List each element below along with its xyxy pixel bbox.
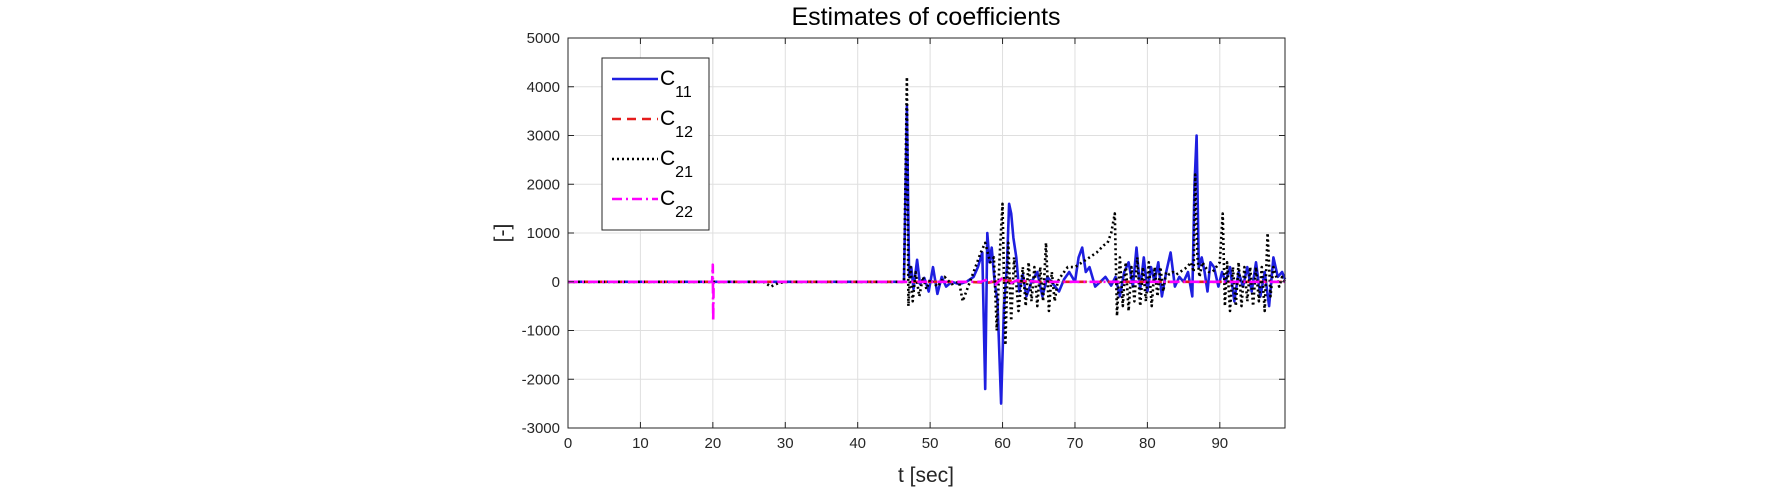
x-tick-label: 0 <box>564 435 572 452</box>
y-tick-label: 5000 <box>527 30 560 47</box>
series-line-c11 <box>568 105 1287 405</box>
y-tick-label: 2000 <box>527 176 560 193</box>
y-axis: -3000 -2000 -1000 0 1000 2000 3000 4000 5000 <box>522 30 1285 437</box>
legend-label-c12: C12 <box>660 107 693 141</box>
chart-title: Estimates of coefficients <box>791 3 1060 31</box>
legend-label-subscript: 22 <box>675 204 693 221</box>
x-tick-label: 20 <box>705 435 722 452</box>
x-tick-label: 40 <box>849 435 866 452</box>
x-tick-label: 10 <box>632 435 649 452</box>
x-tick-label: 30 <box>777 435 794 452</box>
legend-label-base: C <box>660 107 675 130</box>
x-tick-label: 70 <box>1067 435 1084 452</box>
y-tick-label: -3000 <box>522 420 560 437</box>
series-line-c21 <box>568 75 1287 347</box>
legend-label-base: C <box>660 67 675 90</box>
y-tick-label: -1000 <box>522 323 560 340</box>
y-tick-label: 3000 <box>527 128 560 145</box>
y-axis-label: [-] <box>491 224 514 243</box>
legend-label-base: C <box>660 147 675 170</box>
legend-label-subscript: 12 <box>675 124 693 141</box>
y-tick-label: 1000 <box>527 225 560 242</box>
legend-label-subscript: 11 <box>675 84 692 101</box>
legend-label-base: C <box>660 187 675 210</box>
y-tick-label: 4000 <box>527 79 560 96</box>
x-axis-label: t [sec] <box>898 464 954 487</box>
x-axis: 0 10 20 30 40 50 60 70 80 90 <box>564 38 1228 452</box>
y-tick-label: -2000 <box>522 371 560 388</box>
series-line-c22 <box>568 263 1285 323</box>
legend-label-subscript: 21 <box>675 164 693 181</box>
series-layer <box>568 75 1287 405</box>
y-tick-label: 0 <box>552 274 560 291</box>
legend-label-c11: C11 <box>660 67 692 101</box>
x-tick-label: 60 <box>994 435 1011 452</box>
x-tick-label: 90 <box>1211 435 1228 452</box>
x-tick-label: 50 <box>922 435 939 452</box>
series-line-c12 <box>568 278 1285 285</box>
legend-label-c21: C21 <box>660 147 693 181</box>
legend-label-c22: C22 <box>660 187 693 221</box>
legend-box <box>601 57 710 231</box>
x-tick-label: 80 <box>1139 435 1156 452</box>
